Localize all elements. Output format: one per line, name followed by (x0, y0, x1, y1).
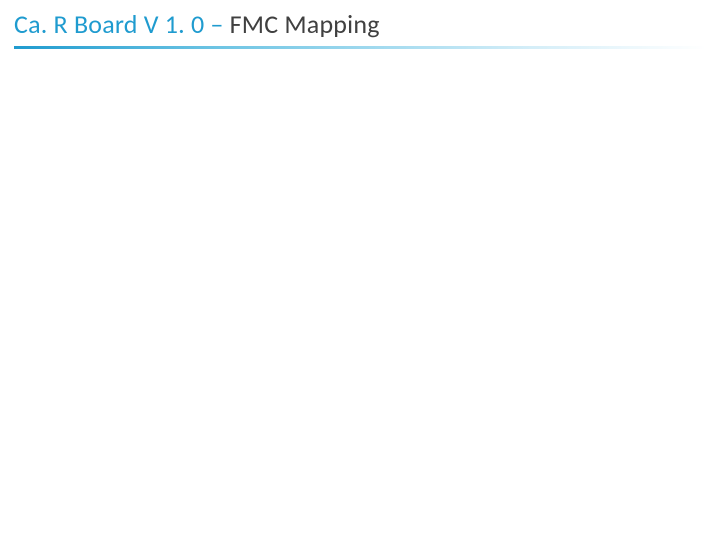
slide-container: Ca. R Board V 1. 0 – FMC Mapping (0, 0, 720, 540)
title-segment-dark: FMC Mapping (230, 8, 380, 40)
title-region: Ca. R Board V 1. 0 – FMC Mapping (0, 0, 720, 49)
slide-title: Ca. R Board V 1. 0 – FMC Mapping (14, 8, 706, 40)
title-segment-accent: Ca. R Board V 1. 0 – (14, 8, 230, 40)
title-underline (14, 46, 706, 49)
